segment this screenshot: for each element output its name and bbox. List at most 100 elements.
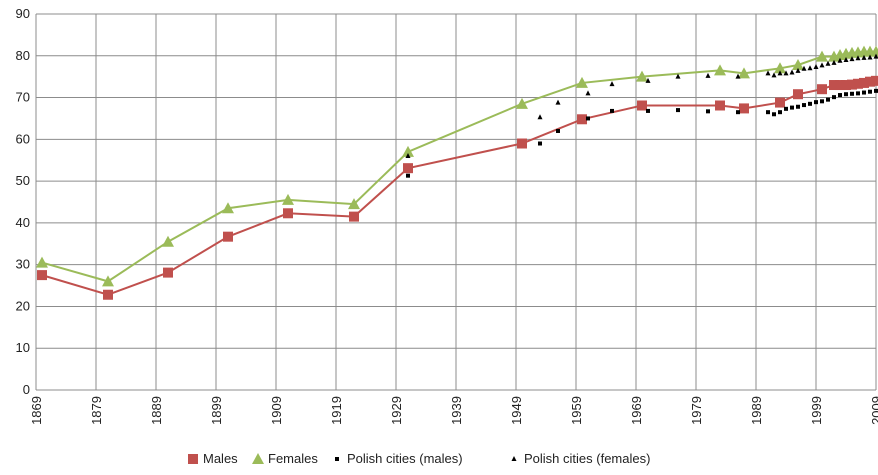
marker (832, 95, 836, 100)
marker (283, 208, 293, 219)
marker (163, 267, 173, 278)
marker (865, 76, 875, 87)
marker (586, 116, 590, 121)
marker (645, 77, 651, 83)
marker (796, 104, 800, 109)
marker (874, 88, 878, 93)
marker (778, 110, 782, 115)
marker (814, 100, 818, 105)
marker (777, 70, 783, 76)
y-tick-label: 50 (16, 173, 30, 188)
x-tick-label: 1949 (509, 396, 524, 425)
marker (609, 81, 615, 87)
series-line (41, 50, 876, 283)
x-tick-label: 1999 (809, 396, 824, 425)
marker (646, 108, 650, 113)
marker (775, 97, 785, 108)
marker (538, 141, 542, 146)
marker (844, 92, 848, 97)
marker (402, 145, 414, 157)
marker (577, 114, 587, 125)
marker (826, 97, 830, 102)
marker (783, 70, 789, 76)
marker (517, 138, 527, 149)
marker (282, 193, 294, 205)
marker (849, 56, 855, 62)
marker (636, 70, 648, 82)
x-tick-label: 1879 (89, 396, 104, 425)
legend-label: Polish cities (females) (524, 451, 650, 466)
marker (862, 90, 866, 95)
marker (705, 72, 711, 78)
y-tick-label: 10 (16, 340, 30, 355)
marker (537, 114, 543, 120)
marker (585, 90, 591, 96)
marker (795, 67, 801, 73)
marker (555, 99, 561, 105)
marker (766, 110, 770, 115)
x-tick-label: 1869 (29, 396, 44, 425)
series-line (41, 79, 877, 296)
y-tick-label: 0 (23, 382, 30, 397)
legend-label: Polish cities (males) (347, 451, 463, 466)
legend-marker (511, 456, 517, 461)
marker (771, 72, 777, 78)
marker (837, 57, 843, 63)
marker (610, 108, 614, 113)
marker (784, 106, 788, 111)
legend-marker (335, 457, 339, 461)
x-tick-label: 1939 (449, 396, 464, 425)
marker (738, 67, 750, 79)
legend-label: Females (268, 451, 318, 466)
y-tick-label: 90 (16, 6, 30, 21)
marker (102, 275, 114, 287)
marker (802, 103, 806, 108)
marker (873, 53, 878, 59)
marker (736, 110, 740, 115)
marker (868, 89, 872, 94)
marker (789, 69, 795, 75)
x-tick-label: 1969 (629, 396, 644, 425)
marker (819, 62, 825, 68)
x-tick-label: 1899 (209, 396, 224, 425)
marker (406, 173, 410, 178)
x-tick-label: 2009 (869, 396, 878, 425)
marker (715, 100, 725, 111)
y-tick-label: 60 (16, 131, 30, 146)
x-tick-label: 1889 (149, 396, 164, 425)
y-tick-label: 20 (16, 298, 30, 313)
x-tick-label: 1909 (269, 396, 284, 425)
marker (853, 78, 863, 89)
marker (861, 54, 867, 60)
marker (576, 76, 588, 88)
marker (847, 79, 857, 90)
legend-label: Males (203, 451, 238, 466)
marker (774, 62, 786, 74)
marker (348, 198, 360, 210)
marker (867, 54, 873, 60)
x-tick-label: 1989 (749, 396, 764, 425)
legend-marker (188, 454, 198, 464)
marker (790, 105, 794, 110)
marker (856, 91, 860, 96)
marker (162, 235, 174, 247)
marker (765, 70, 771, 76)
marker (675, 73, 681, 79)
legend-marker (252, 453, 264, 464)
marker (739, 103, 749, 114)
marker (855, 55, 861, 61)
marker (793, 89, 803, 100)
marker (829, 80, 839, 91)
marker (637, 100, 647, 111)
marker (556, 128, 560, 133)
x-tick-label: 1929 (389, 396, 404, 425)
x-tick-label: 1959 (569, 396, 584, 425)
marker (405, 153, 411, 159)
marker (222, 202, 234, 214)
marker (676, 108, 680, 113)
marker (36, 256, 48, 268)
marker (714, 64, 726, 76)
marker (820, 99, 824, 104)
y-tick-label: 70 (16, 90, 30, 105)
